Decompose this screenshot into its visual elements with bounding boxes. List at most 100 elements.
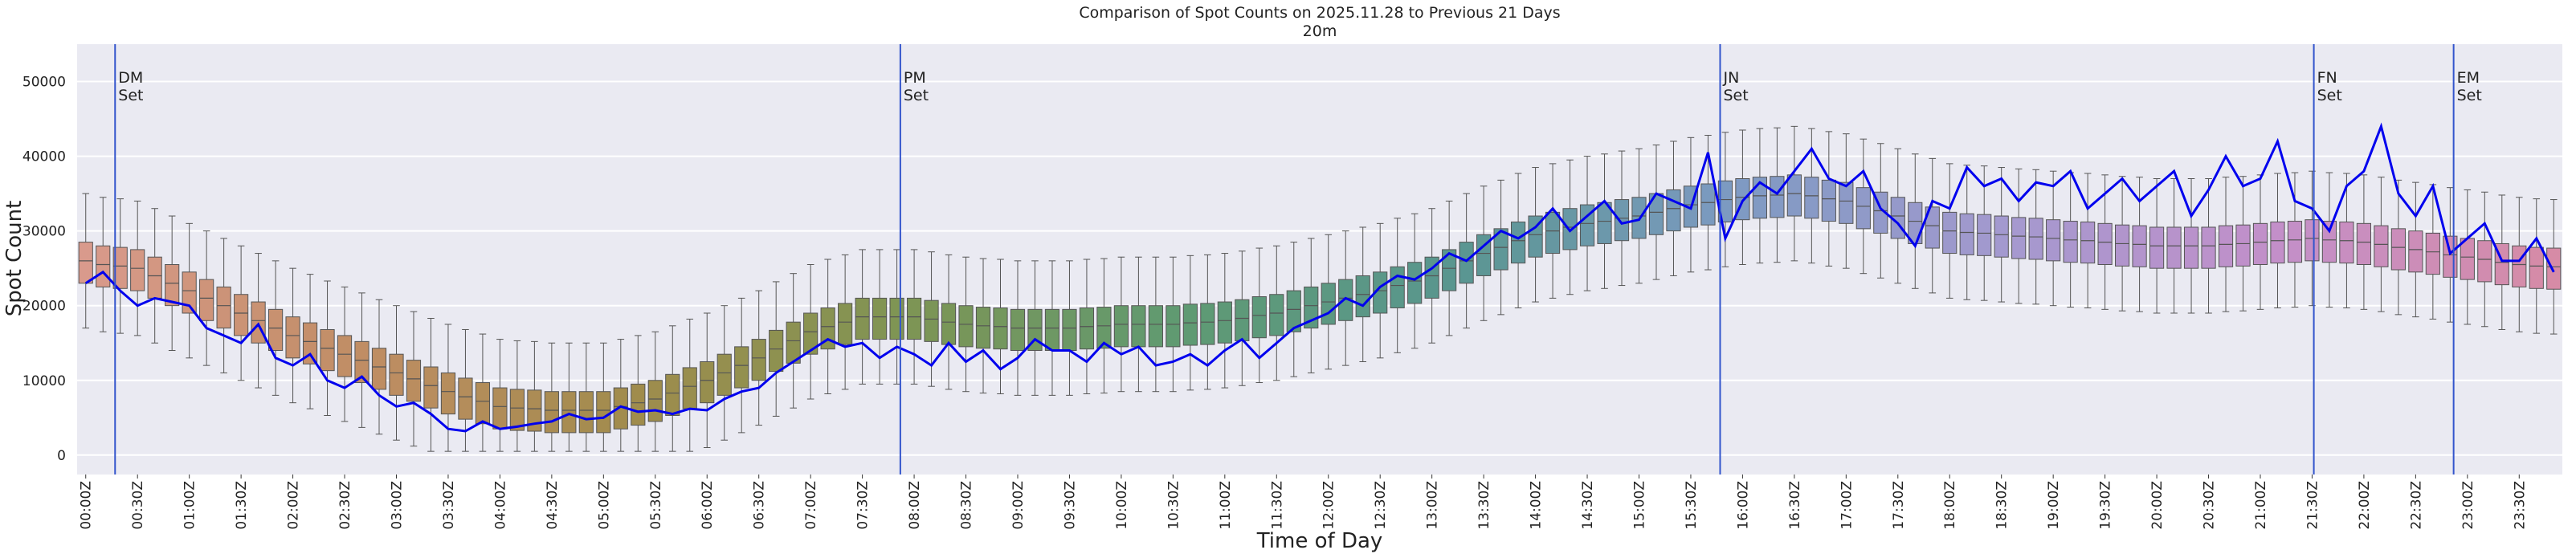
box xyxy=(2063,221,2078,263)
x-tick-label: 00:30Z xyxy=(130,481,146,530)
x-tick-label: 00:00Z xyxy=(79,481,95,530)
box xyxy=(578,391,594,434)
box xyxy=(1959,213,1974,255)
box xyxy=(96,245,111,287)
box xyxy=(1286,290,1301,332)
box xyxy=(492,387,508,430)
box xyxy=(475,382,491,425)
box xyxy=(631,383,646,426)
box xyxy=(1977,214,1992,256)
x-tick-label: 20:00Z xyxy=(2149,481,2166,530)
box xyxy=(716,353,732,396)
box xyxy=(389,353,404,396)
box xyxy=(1390,266,1405,308)
box xyxy=(251,301,266,344)
box xyxy=(596,391,611,434)
x-tick-label: 23:30Z xyxy=(2512,481,2528,530)
box xyxy=(147,256,162,299)
event-label: Set xyxy=(118,87,143,104)
box xyxy=(2356,222,2372,266)
box xyxy=(2235,224,2251,267)
box xyxy=(1407,262,1423,304)
x-tick-label: 02:30Z xyxy=(337,481,353,530)
x-tick-label: 19:00Z xyxy=(2046,481,2062,530)
box xyxy=(1994,215,2009,258)
box xyxy=(1200,303,1215,345)
x-tick-label: 17:30Z xyxy=(1891,481,1907,530)
box xyxy=(2149,226,2165,269)
box xyxy=(855,297,870,340)
box xyxy=(509,389,525,431)
today-line xyxy=(84,122,2555,433)
x-tick-label: 06:00Z xyxy=(700,481,716,530)
x-tick-label: 16:00Z xyxy=(1735,481,1751,530)
box xyxy=(1545,211,1561,255)
box xyxy=(1908,202,1923,244)
box xyxy=(1113,305,1129,348)
box xyxy=(1235,299,1250,341)
box xyxy=(1510,221,1526,264)
x-tick-label: 21:30Z xyxy=(2305,481,2321,530)
box xyxy=(786,321,801,364)
box xyxy=(1079,307,1095,350)
box xyxy=(924,299,939,342)
box xyxy=(1459,242,1474,284)
x-tick-label: 13:30Z xyxy=(1476,481,1492,530)
box xyxy=(872,297,888,340)
box xyxy=(216,286,231,329)
x-tick-label: 22:00Z xyxy=(2357,481,2373,530)
box xyxy=(2408,230,2423,273)
x-tick-label: 12:30Z xyxy=(1373,481,1389,530)
box xyxy=(2390,228,2406,271)
box xyxy=(112,246,128,289)
event-label: JN xyxy=(1722,69,1739,87)
box xyxy=(285,316,300,359)
event-label: DM xyxy=(118,69,143,87)
x-tick-label: 10:00Z xyxy=(1114,481,1130,530)
event-label: Set xyxy=(2317,87,2342,104)
y-tick-label: 40000 xyxy=(22,149,66,165)
box xyxy=(2115,224,2130,267)
x-tick-label: 04:30Z xyxy=(545,481,561,530)
y-tick-label: 0 xyxy=(57,448,66,464)
y-tick-label: 10000 xyxy=(22,373,66,389)
box xyxy=(406,360,422,402)
box xyxy=(371,348,387,390)
box xyxy=(1373,271,1388,314)
chart-subtitle: 20m xyxy=(1303,22,1337,40)
plot-area xyxy=(77,44,2562,475)
box xyxy=(1493,228,1508,271)
box xyxy=(700,360,715,404)
x-tick-label: 17:00Z xyxy=(1839,481,1855,530)
x-tick-label: 14:00Z xyxy=(1529,481,1545,530)
box xyxy=(2028,218,2043,260)
box xyxy=(1269,294,1284,336)
box xyxy=(561,391,577,434)
x-tick-label: 08:30Z xyxy=(959,481,975,530)
box xyxy=(423,366,439,409)
box xyxy=(1804,177,1819,219)
box xyxy=(1925,206,1940,249)
box xyxy=(78,242,93,284)
box xyxy=(1182,303,1198,346)
box xyxy=(458,377,473,420)
x-tick-label: 15:30Z xyxy=(1684,481,1700,530)
x-tick-label: 01:00Z xyxy=(182,481,198,530)
box xyxy=(1355,275,1370,318)
x-tick-label: 03:00Z xyxy=(389,481,405,530)
y-tick-label: 20000 xyxy=(22,299,66,315)
box xyxy=(2321,221,2337,263)
box xyxy=(1217,301,1232,344)
chart-title: Comparison of Spot Counts on 2025.11.28 … xyxy=(1079,4,1560,22)
box xyxy=(182,271,197,314)
box xyxy=(527,389,542,432)
event-label: FN xyxy=(2317,69,2337,87)
box xyxy=(2183,226,2199,269)
box xyxy=(2546,247,2562,290)
box xyxy=(769,329,784,373)
x-tick-label: 22:30Z xyxy=(2408,481,2424,530)
x-tick-label: 16:30Z xyxy=(1787,481,1803,530)
box xyxy=(1131,305,1146,348)
box xyxy=(2218,225,2234,267)
